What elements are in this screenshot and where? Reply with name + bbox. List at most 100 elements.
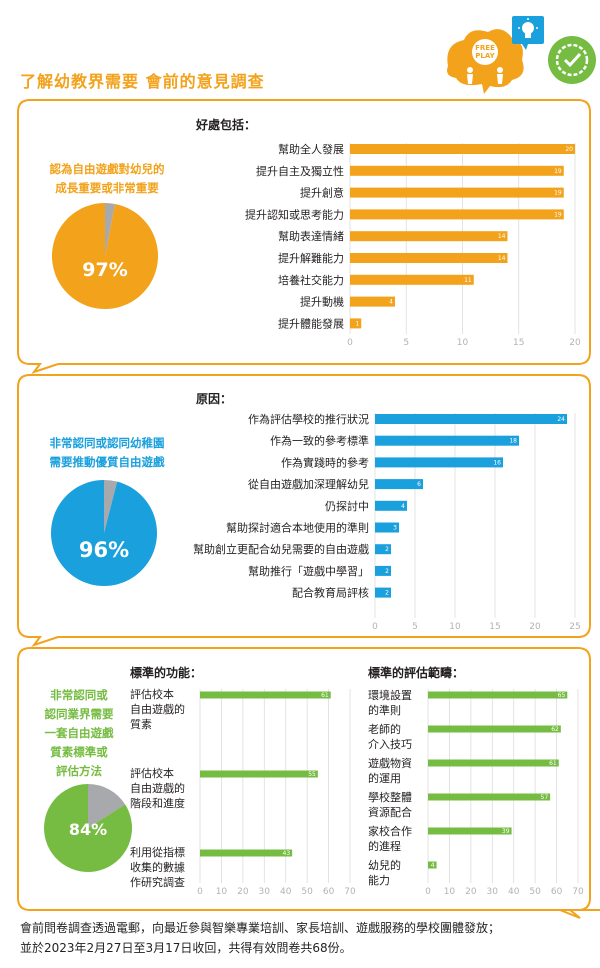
- bar: [375, 500, 407, 511]
- tick-label: 5: [403, 338, 409, 348]
- category-label: 環境設置 的準則: [368, 689, 412, 717]
- section2-heading: 原因：: [196, 392, 233, 406]
- data-label: 61: [549, 760, 557, 767]
- bar: [350, 144, 575, 154]
- tick-label: 70: [344, 887, 356, 897]
- category-label: 提升認知或思考能力: [245, 207, 344, 221]
- tick-label: 20: [529, 622, 541, 632]
- section3-claim-line2: 認同業界需要: [44, 707, 114, 721]
- bar: [428, 861, 437, 869]
- section1-pie: 97%: [52, 203, 158, 309]
- tick-label: 0: [347, 338, 353, 348]
- category-label: 作為評估學校的推行狀況: [248, 412, 369, 426]
- section3-claim: 非常認同或 認同業界需要 一套自由遊戲 質素標準或 評估方法: [24, 686, 134, 781]
- data-label: 65: [558, 692, 566, 699]
- data-label: 20: [565, 146, 573, 153]
- category-label: 提升自主及獨立性: [256, 164, 344, 178]
- category-label: 學校整體 資源配合: [368, 791, 412, 819]
- bar: [428, 691, 568, 699]
- data-label: 43: [283, 850, 291, 857]
- tick-label: 60: [551, 887, 563, 897]
- data-label: 18: [509, 438, 517, 445]
- category-label: 老師的 介入技巧: [368, 723, 412, 751]
- bar: [350, 253, 508, 263]
- tick-label: 10: [444, 887, 456, 897]
- header-icons: FREE PLAY: [440, 14, 600, 96]
- category-label: 幫助探討適合本地使用的準則: [226, 521, 369, 535]
- tick-label: 40: [280, 887, 292, 897]
- tick-label: 20: [465, 887, 477, 897]
- section3-heading-left: 標準的功能：: [130, 666, 203, 680]
- bar: [350, 274, 474, 285]
- footer-note: 會前問卷調查透過電郵，向最近參與智樂專業培訓、家長培訓、遊戲服務的學校團體發放；…: [20, 918, 594, 958]
- category-label: 仍探討中: [325, 499, 369, 513]
- tick-label: 50: [529, 887, 541, 897]
- bar: [375, 457, 503, 468]
- bar: [428, 793, 551, 801]
- bar: [428, 759, 559, 767]
- badge-check-icon: [548, 36, 596, 84]
- section3-heading-right: 標準的評估範疇：: [368, 666, 465, 680]
- tick-label: 60: [323, 887, 335, 897]
- tick-label: 70: [572, 887, 584, 897]
- bar: [375, 479, 423, 490]
- data-label: 16: [493, 459, 501, 466]
- category-label: 幫助全人發展: [278, 142, 344, 156]
- pie-slice: [88, 784, 126, 828]
- category-label: 幫助推行「遊戲中學習」: [248, 564, 369, 578]
- scope-bars: 0 10 20 30 40 50 60 70 65 62 61 57 39 4: [425, 689, 584, 897]
- category-label: 提升體能發展: [278, 316, 344, 330]
- section3-pie-label: 84%: [68, 820, 108, 839]
- benefits-bars: 0 5 10 15 20 20 幫助全人發展 19 提升自主及獨立性 19 提升創意 19 提升認知或思…: [245, 142, 581, 348]
- section1-pie-label: 97%: [82, 259, 128, 281]
- bar: [200, 849, 293, 857]
- bar: [375, 435, 519, 446]
- tick-label: 0: [425, 887, 431, 897]
- data-label: 19: [554, 211, 562, 218]
- data-label: 2: [385, 568, 389, 575]
- tick-label: 0: [197, 887, 203, 897]
- pie-slice: [105, 203, 115, 256]
- data-label: 3: [393, 525, 397, 532]
- category-label: 利用從指標 收集的數據 作研究調查: [130, 846, 185, 889]
- bar: [428, 827, 512, 835]
- data-label: 11: [464, 277, 472, 284]
- category-label: 評估校本 自由遊戲的 質素: [130, 688, 185, 731]
- category-label: 評估校本 自由遊戲的 階段和進度: [130, 767, 185, 810]
- section1-claim-line2: 成長重要或非常重要: [55, 181, 159, 195]
- bar: [200, 691, 331, 699]
- tick-label: 30: [487, 887, 499, 897]
- data-label: 57: [541, 794, 549, 801]
- bar: [375, 522, 399, 533]
- tick-label: 50: [301, 887, 313, 897]
- bubble-text-top: FREE: [475, 44, 495, 52]
- category-label: 幫助表達情緒: [278, 229, 344, 243]
- footer-line2: 並於2023年2月27日至3月17日收回，共得有效問卷共68份。: [20, 941, 352, 955]
- data-label: 2: [385, 590, 389, 597]
- bar: [350, 296, 395, 307]
- section2-pie-label: 96%: [78, 538, 130, 562]
- bar: [375, 414, 567, 424]
- category-label: 遊戲物資 的運用: [368, 757, 412, 785]
- section3-claim-line1: 非常認同或: [50, 688, 108, 702]
- section3-claim-line3: 一套自由遊戲: [44, 726, 114, 740]
- data-label: 61: [321, 692, 329, 699]
- category-label: 幫助創立更配合幼兒需要的自由遊戲: [193, 542, 369, 556]
- bar: [375, 587, 391, 598]
- category-label: 配合教育局評核: [292, 586, 369, 600]
- section2-claim-line2: 需要推動優質自由遊戲: [49, 455, 165, 469]
- section3-pie: 84%: [44, 784, 132, 872]
- tick-label: 25: [569, 622, 580, 632]
- tick-label: 10: [449, 622, 461, 632]
- reasons-bars: 0 5 10 15 20 2524作為評估學校的推行狀況18作為一致的參考標準16作為實踐…: [193, 412, 581, 632]
- section1-heading: 好處包括：: [196, 118, 257, 132]
- bubble-text-bottom: PLAY: [475, 52, 495, 60]
- tick-label: 20: [237, 887, 249, 897]
- pie-slice: [52, 203, 158, 309]
- data-label: 14: [498, 255, 506, 262]
- data-label: 62: [551, 726, 559, 733]
- functions-bars: 0 10 20 30 40 50 60 70 61 55 43: [197, 689, 356, 897]
- bar: [350, 318, 362, 329]
- section2-claim: 非常認同或認同幼稚園 需要推動優質自由遊戲: [24, 434, 190, 472]
- data-label: 4: [389, 299, 393, 306]
